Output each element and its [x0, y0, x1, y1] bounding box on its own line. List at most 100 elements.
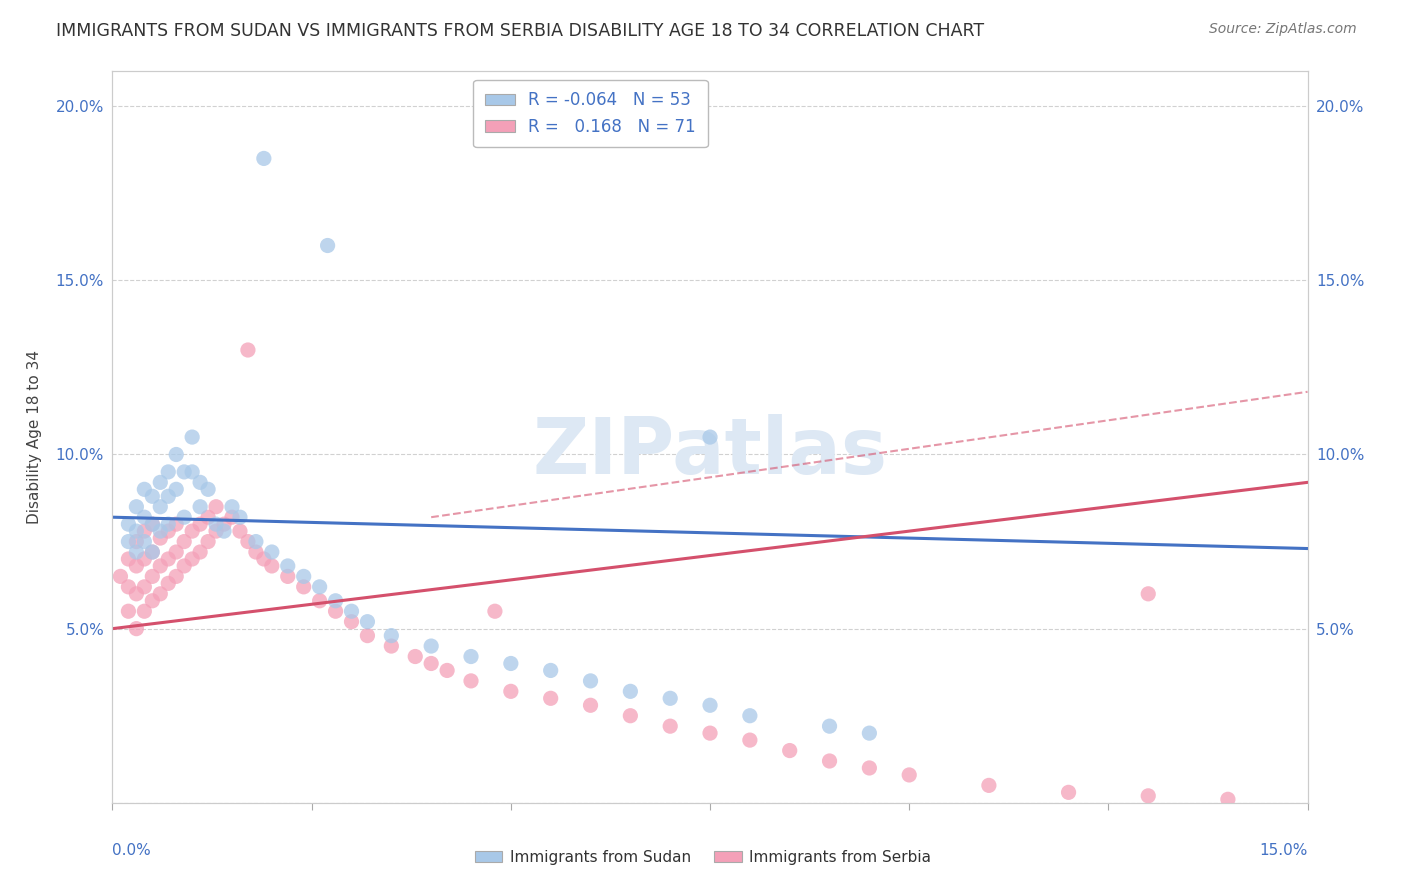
Point	[818, 754, 841, 768]
Point	[205, 500, 228, 514]
Point	[1137, 587, 1160, 601]
Point	[117, 517, 139, 532]
Point	[149, 500, 172, 514]
Point	[325, 594, 347, 608]
Point	[212, 524, 235, 538]
Text: ZIPatlas: ZIPatlas	[533, 414, 887, 490]
Point	[579, 673, 602, 688]
Point	[181, 465, 204, 479]
Point	[1057, 785, 1080, 799]
Point	[205, 524, 228, 538]
Point	[1216, 792, 1239, 806]
Point	[325, 604, 347, 618]
Point	[898, 768, 921, 782]
Point	[141, 517, 163, 532]
Point	[125, 524, 148, 538]
Point	[188, 517, 211, 532]
Point	[356, 629, 378, 643]
Point	[141, 545, 163, 559]
Text: IMMIGRANTS FROM SUDAN VS IMMIGRANTS FROM SERBIA DISABILITY AGE 18 TO 34 CORRELAT: IMMIGRANTS FROM SUDAN VS IMMIGRANTS FROM…	[56, 22, 984, 40]
Point	[125, 545, 148, 559]
Point	[157, 552, 180, 566]
Point	[149, 531, 172, 545]
Point	[181, 430, 204, 444]
Point	[308, 580, 330, 594]
Point	[236, 534, 259, 549]
Point	[460, 649, 482, 664]
Point	[173, 465, 195, 479]
Point	[1137, 789, 1160, 803]
Point	[125, 534, 148, 549]
Point	[221, 500, 243, 514]
Point	[221, 510, 243, 524]
Point	[659, 691, 682, 706]
Point	[149, 558, 172, 573]
Point	[141, 569, 163, 583]
Point	[277, 558, 299, 573]
Point	[173, 510, 195, 524]
Point	[125, 587, 148, 601]
Point	[117, 580, 139, 594]
Point	[460, 673, 482, 688]
Point	[292, 580, 315, 594]
Point	[117, 552, 139, 566]
Point	[245, 545, 267, 559]
Point	[165, 448, 187, 462]
Point	[436, 664, 458, 678]
Point	[619, 708, 641, 723]
Point	[134, 483, 156, 497]
Point	[340, 604, 363, 618]
Point	[197, 510, 219, 524]
Point	[134, 552, 156, 566]
Point	[188, 475, 211, 490]
Point	[141, 545, 163, 559]
Point	[340, 615, 363, 629]
Point	[149, 587, 172, 601]
Point	[316, 238, 339, 252]
Point	[197, 534, 219, 549]
Point	[420, 639, 443, 653]
Point	[858, 726, 880, 740]
Point	[165, 517, 187, 532]
Point	[125, 622, 148, 636]
Point	[253, 552, 276, 566]
Point	[181, 552, 204, 566]
Point	[229, 510, 252, 524]
Point	[157, 524, 180, 538]
Point	[117, 534, 139, 549]
Point	[420, 657, 443, 671]
Point	[157, 517, 180, 532]
Point	[977, 778, 1000, 792]
Point	[188, 545, 211, 559]
Point	[540, 691, 562, 706]
Point	[619, 684, 641, 698]
Point	[699, 698, 721, 713]
Point	[149, 475, 172, 490]
Point	[134, 524, 156, 538]
Point	[858, 761, 880, 775]
Point	[404, 649, 426, 664]
Point	[579, 698, 602, 713]
Point	[165, 569, 187, 583]
Legend: R = -0.064   N = 53, R =   0.168   N = 71: R = -0.064 N = 53, R = 0.168 N = 71	[474, 79, 707, 147]
Point	[212, 517, 235, 532]
Point	[157, 576, 180, 591]
Point	[659, 719, 682, 733]
Point	[141, 517, 163, 532]
Point	[540, 664, 562, 678]
Point	[277, 569, 299, 583]
Point	[125, 500, 148, 514]
Point	[260, 558, 283, 573]
Point	[165, 483, 187, 497]
Text: 15.0%: 15.0%	[1260, 843, 1308, 858]
Point	[699, 726, 721, 740]
Point	[818, 719, 841, 733]
Point	[356, 615, 378, 629]
Point	[699, 430, 721, 444]
Point	[197, 483, 219, 497]
Point	[157, 465, 180, 479]
Point	[229, 524, 252, 538]
Point	[779, 743, 801, 757]
Point	[499, 684, 522, 698]
Point	[173, 534, 195, 549]
